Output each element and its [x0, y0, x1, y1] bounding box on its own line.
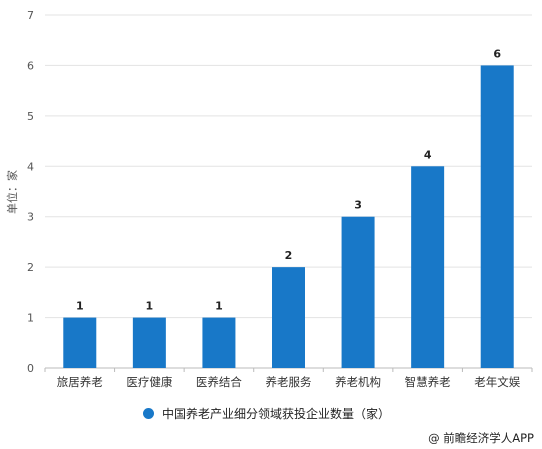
y-tick-label: 5 [27, 110, 34, 123]
bar [272, 267, 305, 368]
y-tick-label: 3 [27, 211, 34, 224]
legend: 中国养老产业细分领域获投企业数量（家） [143, 405, 390, 421]
x-category-label: 医疗健康 [126, 375, 172, 389]
data-label: 6 [493, 47, 501, 60]
y-tick-label: 0 [27, 362, 34, 375]
data-label: 3 [354, 199, 362, 212]
source-credit: @ 前瞻经济学人APP [428, 431, 534, 445]
x-category-label: 养老服务 [266, 375, 312, 389]
bar [341, 216, 375, 368]
y-tick-label: 1 [27, 312, 34, 325]
y-tick-label: 4 [27, 160, 34, 173]
data-label: 1 [215, 300, 223, 313]
y-tick-label: 2 [27, 261, 34, 274]
data-label: 1 [76, 300, 84, 313]
bar [132, 317, 166, 368]
x-category-label: 医养结合 [196, 375, 242, 389]
data-label: 2 [285, 249, 293, 262]
bars [63, 65, 514, 368]
y-axis-ticks: 0 1 2 3 4 5 6 7 [27, 9, 34, 375]
data-label: 1 [146, 300, 154, 313]
legend-label: 中国养老产业细分领域获投企业数量（家） [162, 406, 391, 421]
y-axis-label: 单位：家 [5, 170, 19, 214]
data-labels: 1 1 1 2 3 4 6 [76, 47, 501, 312]
bar [411, 166, 445, 368]
bar [202, 317, 236, 368]
x-category-label: 养老机构 [335, 375, 381, 389]
x-category-label: 智慧养老 [405, 375, 451, 389]
y-tick-label: 6 [27, 59, 34, 72]
bar [63, 317, 97, 368]
x-category-label: 老年文娱 [474, 375, 520, 389]
x-category-label: 旅居养老 [57, 375, 103, 389]
legend-marker [143, 407, 154, 419]
x-axis-categories: 旅居养老 医疗健康 医养结合 养老服务 养老机构 智慧养老 老年文娱 [44, 368, 533, 389]
y-tick-label: 7 [27, 9, 34, 22]
data-label: 4 [424, 148, 432, 161]
bar [480, 65, 514, 368]
